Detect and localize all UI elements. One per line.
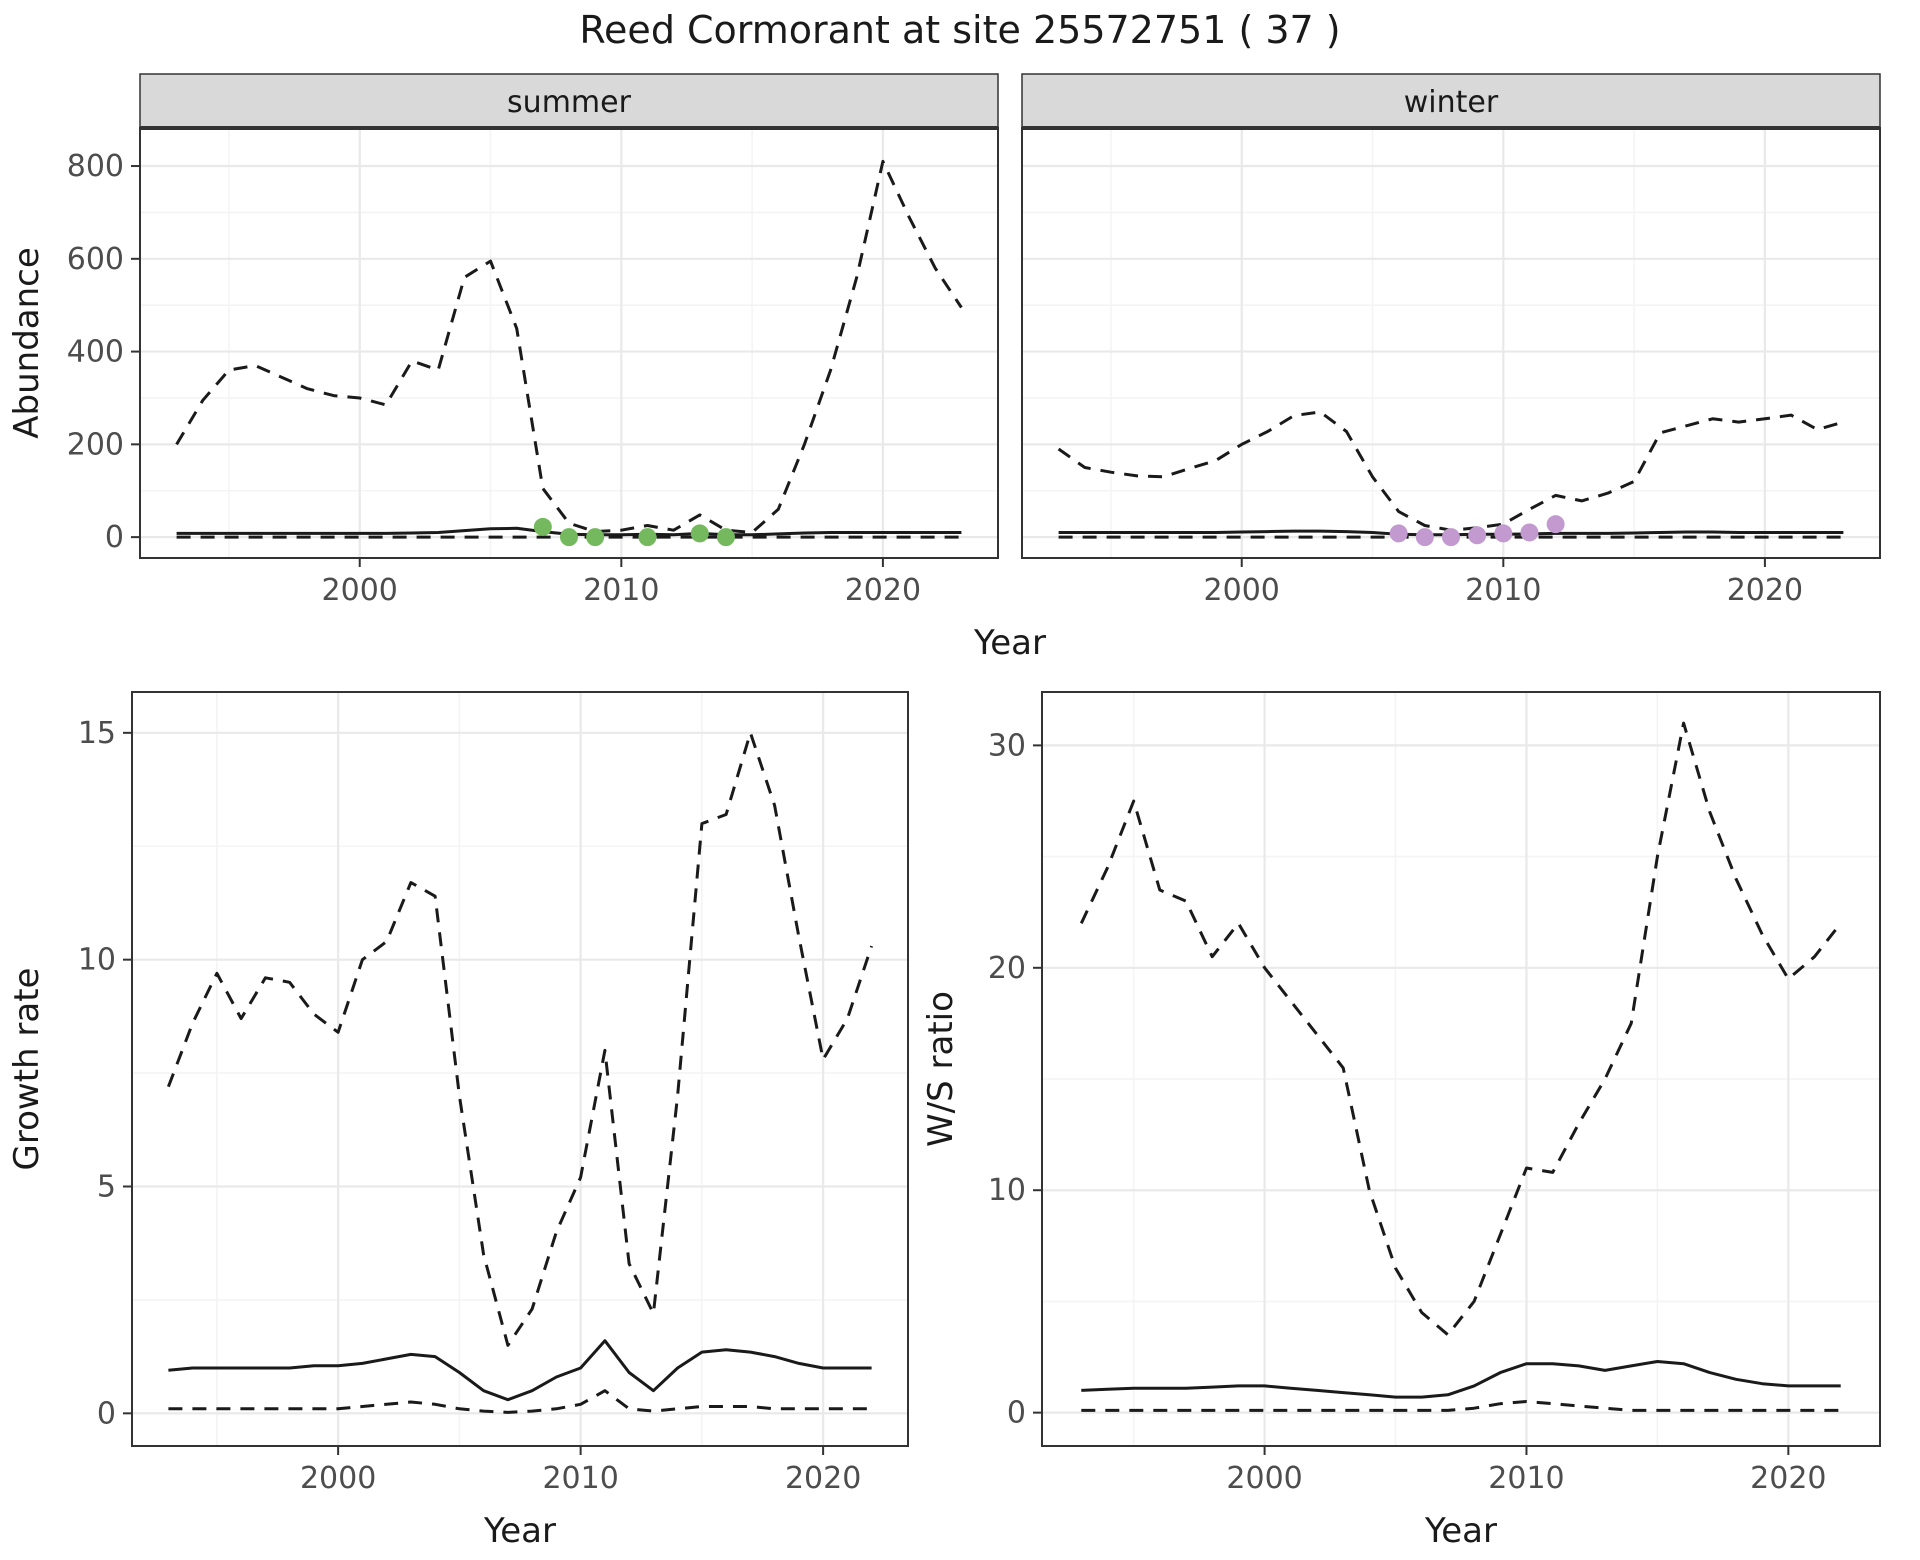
y-axis-title: Abundance xyxy=(7,247,47,439)
facet-strip-label: winter xyxy=(1404,85,1499,120)
observed-point xyxy=(1442,528,1460,547)
observed-point xyxy=(1520,523,1539,542)
y-tick-label: 600 xyxy=(67,242,124,277)
observed-point xyxy=(560,528,578,547)
y-tick-label: 0 xyxy=(97,1396,116,1431)
y-tick-label: 30 xyxy=(988,728,1026,763)
panel-bg-abundance-summer xyxy=(140,128,998,558)
observed-point xyxy=(1546,515,1565,534)
x-tick-label: 2010 xyxy=(542,1461,618,1496)
x-axis-title: Year xyxy=(1424,1511,1497,1551)
facet-strip-winter xyxy=(1021,73,1881,129)
observed-point xyxy=(533,517,552,536)
panel-bg-ws-ratio xyxy=(1042,692,1880,1446)
series-lower_ci-line-ws-ratio xyxy=(1081,1400,1841,1412)
x-tick-label: 2000 xyxy=(1204,573,1280,608)
x-tick-label: 2010 xyxy=(1465,573,1541,608)
y-tick-label: 15 xyxy=(78,716,116,751)
x-axis-title: Year xyxy=(483,1511,556,1551)
series-upper_ci-line-ws-ratio xyxy=(1079,721,1842,1337)
observed-point xyxy=(690,524,709,543)
observed-point xyxy=(1494,524,1513,543)
y-axis-title: W/S ratio xyxy=(921,991,961,1147)
y-tick-label: 200 xyxy=(67,427,124,462)
x-tick-label: 2010 xyxy=(583,573,659,608)
y-tick-label: 0 xyxy=(105,520,124,555)
observed-point xyxy=(1389,524,1408,543)
facet-strip-label: summer xyxy=(507,85,632,120)
observed-point xyxy=(586,528,605,547)
series-upper_ci-line-growth-rate xyxy=(166,731,874,1347)
x-tick-label: 2020 xyxy=(1727,573,1803,608)
x-tick-label: 2000 xyxy=(322,573,398,608)
observed-point xyxy=(1468,526,1487,545)
x-tick-label: 2000 xyxy=(1226,1461,1302,1496)
observed-point xyxy=(1415,528,1434,547)
y-tick-label: 400 xyxy=(67,335,124,370)
y-tick-label: 20 xyxy=(988,951,1026,986)
figure-title: Reed Cormorant at site 25572751 ( 37 ) xyxy=(579,8,1341,52)
panel-border-growth-rate xyxy=(131,691,909,1447)
series-median-line-growth-rate xyxy=(168,1339,872,1402)
panel-bg-growth-rate xyxy=(132,692,908,1446)
y-tick-label: 800 xyxy=(67,149,124,184)
observed-point xyxy=(638,528,657,547)
observed-point xyxy=(716,528,735,547)
series-median-line-ws-ratio xyxy=(1081,1360,1841,1399)
x-axis-title-top-row: Year xyxy=(973,623,1046,663)
series-upper_ci-line-abundance-summer xyxy=(175,159,963,534)
x-tick-label: 2020 xyxy=(845,573,921,608)
panel-border-ws-ratio xyxy=(1041,691,1881,1447)
x-tick-label: 2020 xyxy=(785,1461,861,1496)
x-tick-label: 2000 xyxy=(300,1461,376,1496)
y-axis-title: Growth rate xyxy=(7,968,47,1171)
panel-bg-abundance-winter xyxy=(1022,128,1880,558)
y-tick-label: 10 xyxy=(78,943,116,978)
x-tick-label: 2020 xyxy=(1750,1461,1826,1496)
x-tick-label: 2010 xyxy=(1488,1461,1564,1496)
y-tick-label: 5 xyxy=(97,1170,116,1205)
y-tick-label: 10 xyxy=(988,1173,1026,1208)
y-tick-label: 0 xyxy=(1007,1396,1026,1431)
